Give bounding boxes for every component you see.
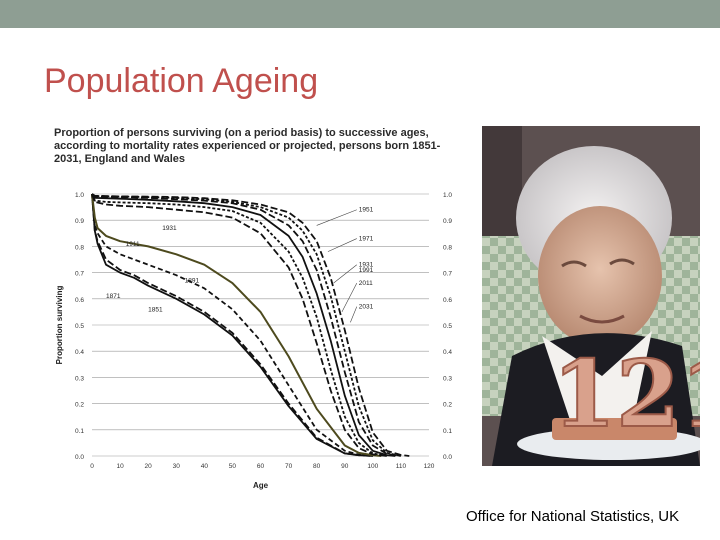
series-label: 1911 xyxy=(126,241,140,248)
label-leader xyxy=(341,282,358,313)
y-tick-label-right: 1.0 xyxy=(443,192,452,199)
series-label: 2031 xyxy=(359,304,374,311)
label-leader xyxy=(316,209,357,226)
x-tick-label: 60 xyxy=(257,463,265,470)
y-tick-label-right: 0.7 xyxy=(443,271,452,278)
label-leader xyxy=(333,264,357,284)
x-tick-label: 100 xyxy=(367,463,378,470)
label-leader xyxy=(350,306,358,323)
y-tick-label: 0.9 xyxy=(75,218,84,225)
x-tick-label: 90 xyxy=(341,463,349,470)
x-tick-label: 70 xyxy=(285,463,293,470)
y-tick-label-right: 0.3 xyxy=(443,375,452,382)
y-tick-label: 0.4 xyxy=(75,349,84,356)
y-tick-label: 0.2 xyxy=(75,402,84,409)
series-label: 1891 xyxy=(185,277,200,284)
series-line-2031 xyxy=(91,193,410,457)
series-line-1971 xyxy=(91,193,396,457)
y-tick-label-right: 0.5 xyxy=(443,323,452,330)
chart-title-line: Proportion of persons surviving (on a pe… xyxy=(54,127,429,139)
series-label: 1951 xyxy=(359,207,374,214)
series-line-1871 xyxy=(91,193,373,457)
y-tick-label: 0.3 xyxy=(75,375,84,382)
series-line-1931 xyxy=(91,193,388,457)
series-line-1951 xyxy=(91,193,388,457)
centenarian-photo-image: 121 xyxy=(482,126,700,466)
series-line-1891 xyxy=(91,193,373,457)
y-tick-label-right: 0.2 xyxy=(443,402,452,409)
x-tick-label: 0 xyxy=(90,463,94,470)
y-tick-label: 0.6 xyxy=(75,297,84,304)
y-tick-label-right: 0.1 xyxy=(443,428,452,435)
x-tick-label: 120 xyxy=(424,463,435,470)
x-tick-label: 80 xyxy=(313,463,321,470)
top-accent-bar xyxy=(0,0,720,28)
y-tick-label: 0.7 xyxy=(75,271,84,278)
y-tick-label-right: 0.4 xyxy=(443,349,452,356)
x-tick-label: 40 xyxy=(201,463,209,470)
series-line-1991 xyxy=(91,193,402,457)
series-label: 1931 xyxy=(162,225,177,232)
series-line-2011 xyxy=(91,193,402,457)
y-tick-label-right: 0.9 xyxy=(443,218,452,225)
series-label: 1871 xyxy=(106,293,121,300)
label-leader xyxy=(327,238,357,252)
x-axis-label: Age xyxy=(253,481,269,490)
series-label: 1851 xyxy=(148,306,163,313)
x-tick-label: 10 xyxy=(116,463,124,470)
chart-title-line: 2031, England and Wales xyxy=(54,153,185,165)
y-tick-label: 1.0 xyxy=(75,192,84,199)
y-tick-label-right: 0.0 xyxy=(443,454,452,461)
series-label: 1931 xyxy=(359,262,374,269)
x-tick-label: 50 xyxy=(229,463,237,470)
y-tick-label: 0.0 xyxy=(75,454,84,461)
survival-chart: Proportion of persons surviving (on a pe… xyxy=(48,124,474,494)
x-tick-label: 20 xyxy=(145,463,153,470)
x-tick-label: 30 xyxy=(173,463,181,470)
source-credit: Office for National Statistics, UK xyxy=(466,508,680,525)
series-label: 2011 xyxy=(359,280,373,287)
y-axis-label: Proportion surviving xyxy=(55,286,64,365)
slide-title: Population Ageing xyxy=(44,62,319,100)
y-tick-label: 0.5 xyxy=(75,323,84,330)
y-tick-label-right: 0.8 xyxy=(443,244,452,251)
series-label: 1971 xyxy=(359,236,374,243)
chart-title-line: according to mortality rates experienced… xyxy=(54,140,441,152)
series-label: 1991 xyxy=(359,267,374,274)
y-tick-label-right: 0.6 xyxy=(443,297,452,304)
x-tick-label: 110 xyxy=(396,463,407,470)
y-tick-label: 0.8 xyxy=(75,244,84,251)
y-tick-label: 0.1 xyxy=(75,428,84,435)
centenarian-photo: 121 xyxy=(482,126,700,466)
cake-number: 121 xyxy=(552,340,700,448)
series-line-1911 xyxy=(91,193,382,457)
survival-chart-svg: Proportion of persons surviving (on a pe… xyxy=(54,127,452,490)
